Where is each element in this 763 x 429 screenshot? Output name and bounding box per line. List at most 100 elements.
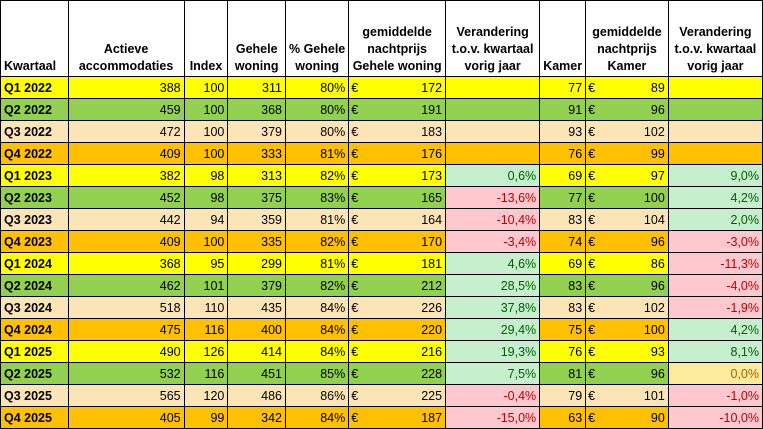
cell-currency-symbol: € <box>585 318 604 341</box>
cell-pct-gehele-woning: 84% <box>284 340 350 363</box>
cell-verandering-kamer: -4,0% <box>667 274 763 297</box>
table-row: Q3 2023 442 94 359 81% €164 -10,4% 83 €104 2,0% <box>0 208 763 231</box>
cell-nachtprijs-kamer: 96 <box>603 230 669 253</box>
cell-kwartaal: Q2 2025 <box>0 362 69 385</box>
cell-currency-symbol: € <box>348 252 367 275</box>
cell-actieve-accommodaties: 368 <box>67 252 185 275</box>
cell-actieve-accommodaties: 382 <box>67 164 185 187</box>
cell-kamer: 79 <box>539 384 587 407</box>
cell-index: 101 <box>183 274 229 297</box>
cell-pct-gehele-woning: 84% <box>284 296 350 319</box>
cell-actieve-accommodaties: 475 <box>67 318 185 341</box>
cell-nachtprijs-gehele-woning: 187 <box>366 406 447 429</box>
cell-kwartaal: Q2 2023 <box>0 186 69 209</box>
cell-verandering-gehele <box>445 76 541 99</box>
cell-gehele-woning: 335 <box>227 230 286 253</box>
cell-nachtprijs-kamer: 101 <box>603 384 669 407</box>
cell-kamer: 63 <box>539 406 587 429</box>
header-kwartaal: Kwartaal <box>0 0 69 77</box>
table-row: Q4 2023 409 100 335 82% €170 -3,4% 74 €96 -3,0% <box>0 230 763 253</box>
table-row: Q4 2025 405 99 342 84% €187 -15,0% 63 €90 -10,0% <box>0 406 763 429</box>
cell-kamer: 75 <box>539 318 587 341</box>
cell-actieve-accommodaties: 388 <box>67 76 185 99</box>
cell-currency-symbol: € <box>348 318 367 341</box>
cell-index: 98 <box>183 186 229 209</box>
cell-kamer: 74 <box>539 230 587 253</box>
cell-index: 100 <box>183 98 229 121</box>
cell-nachtprijs-gehele-woning: 228 <box>366 362 447 385</box>
cell-kamer: 93 <box>539 120 587 143</box>
cell-gehele-woning: 414 <box>227 340 286 363</box>
cell-index: 100 <box>183 142 229 165</box>
header-row: Kwartaal Actieve accommodaties Index Geh… <box>0 0 763 77</box>
cell-verandering-gehele: 0,6% <box>445 164 541 187</box>
cell-nachtprijs-kamer: 100 <box>603 186 669 209</box>
cell-currency-symbol: € <box>348 208 367 231</box>
cell-kamer: 83 <box>539 208 587 231</box>
cell-verandering-kamer: -10,0% <box>667 406 763 429</box>
cell-currency-symbol: € <box>585 296 604 319</box>
cell-actieve-accommodaties: 462 <box>67 274 185 297</box>
cell-currency-symbol: € <box>585 186 604 209</box>
cell-currency-symbol: € <box>348 186 367 209</box>
cell-verandering-gehele <box>445 120 541 143</box>
cell-nachtprijs-kamer: 100 <box>603 318 669 341</box>
cell-nachtprijs-gehele-woning: 191 <box>366 98 447 121</box>
cell-currency-symbol: € <box>348 384 367 407</box>
cell-currency-symbol: € <box>585 252 604 275</box>
header-gehele-woning: Gehele woning <box>227 0 286 77</box>
cell-kamer: 91 <box>539 98 587 121</box>
cell-actieve-accommodaties: 532 <box>67 362 185 385</box>
cell-pct-gehele-woning: 80% <box>284 120 350 143</box>
cell-currency-symbol: € <box>585 230 604 253</box>
cell-index: 116 <box>183 362 229 385</box>
cell-gehele-woning: 359 <box>227 208 286 231</box>
cell-verandering-kamer: 2,0% <box>667 208 763 231</box>
cell-pct-gehele-woning: 82% <box>284 230 350 253</box>
cell-currency-symbol: € <box>585 164 604 187</box>
cell-nachtprijs-kamer: 104 <box>603 208 669 231</box>
cell-currency-symbol: € <box>348 340 367 363</box>
cell-gehele-woning: 435 <box>227 296 286 319</box>
cell-nachtprijs-gehele-woning: 165 <box>366 186 447 209</box>
cell-verandering-gehele: -0,4% <box>445 384 541 407</box>
table-row: Q2 2023 452 98 375 83% €165 -13,6% 77 €100 4,2% <box>0 186 763 209</box>
cell-nachtprijs-gehele-woning: 170 <box>366 230 447 253</box>
cell-kamer: 76 <box>539 142 587 165</box>
header-nachtprijs-gehele-woning: gemiddelde nachtprijs Gehele woning <box>348 0 447 77</box>
cell-currency-symbol: € <box>585 406 604 429</box>
cell-pct-gehele-woning: 81% <box>284 142 350 165</box>
table-row: Q4 2024 475 116 400 84% €220 29,4% 75 €100 4,2% <box>0 318 763 341</box>
cell-pct-gehele-woning: 82% <box>284 164 350 187</box>
cell-kwartaal: Q1 2025 <box>0 340 69 363</box>
cell-verandering-kamer: -11,3% <box>667 252 763 275</box>
cell-currency-symbol: € <box>348 164 367 187</box>
cell-actieve-accommodaties: 472 <box>67 120 185 143</box>
cell-kwartaal: Q1 2022 <box>0 76 69 99</box>
cell-kwartaal: Q3 2024 <box>0 296 69 319</box>
cell-verandering-kamer: -1,9% <box>667 296 763 319</box>
cell-nachtprijs-kamer: 90 <box>603 406 669 429</box>
header-verandering-gehele: Verandering t.o.v. kwartaal vorig jaar <box>445 0 541 77</box>
cell-nachtprijs-kamer: 96 <box>603 362 669 385</box>
cell-verandering-kamer: 9,0% <box>667 164 763 187</box>
cell-pct-gehele-woning: 81% <box>284 208 350 231</box>
cell-pct-gehele-woning: 86% <box>284 384 350 407</box>
cell-gehele-woning: 368 <box>227 98 286 121</box>
cell-actieve-accommodaties: 405 <box>67 406 185 429</box>
cell-kwartaal: Q3 2025 <box>0 384 69 407</box>
cell-nachtprijs-gehele-woning: 220 <box>366 318 447 341</box>
cell-nachtprijs-gehele-woning: 172 <box>366 76 447 99</box>
cell-actieve-accommodaties: 452 <box>67 186 185 209</box>
cell-gehele-woning: 451 <box>227 362 286 385</box>
cell-kwartaal: Q4 2024 <box>0 318 69 341</box>
header-pct-gehele-woning: % Gehele woning <box>284 0 350 77</box>
table-row: Q2 2022 459 100 368 80% €191 91 €96 <box>0 98 763 121</box>
cell-currency-symbol: € <box>585 340 604 363</box>
cell-currency-symbol: € <box>348 120 367 143</box>
cell-gehele-woning: 375 <box>227 186 286 209</box>
header-nachtprijs-kamer: gemiddelde nachtprijs Kamer <box>585 0 669 77</box>
cell-kwartaal: Q4 2023 <box>0 230 69 253</box>
cell-gehele-woning: 333 <box>227 142 286 165</box>
